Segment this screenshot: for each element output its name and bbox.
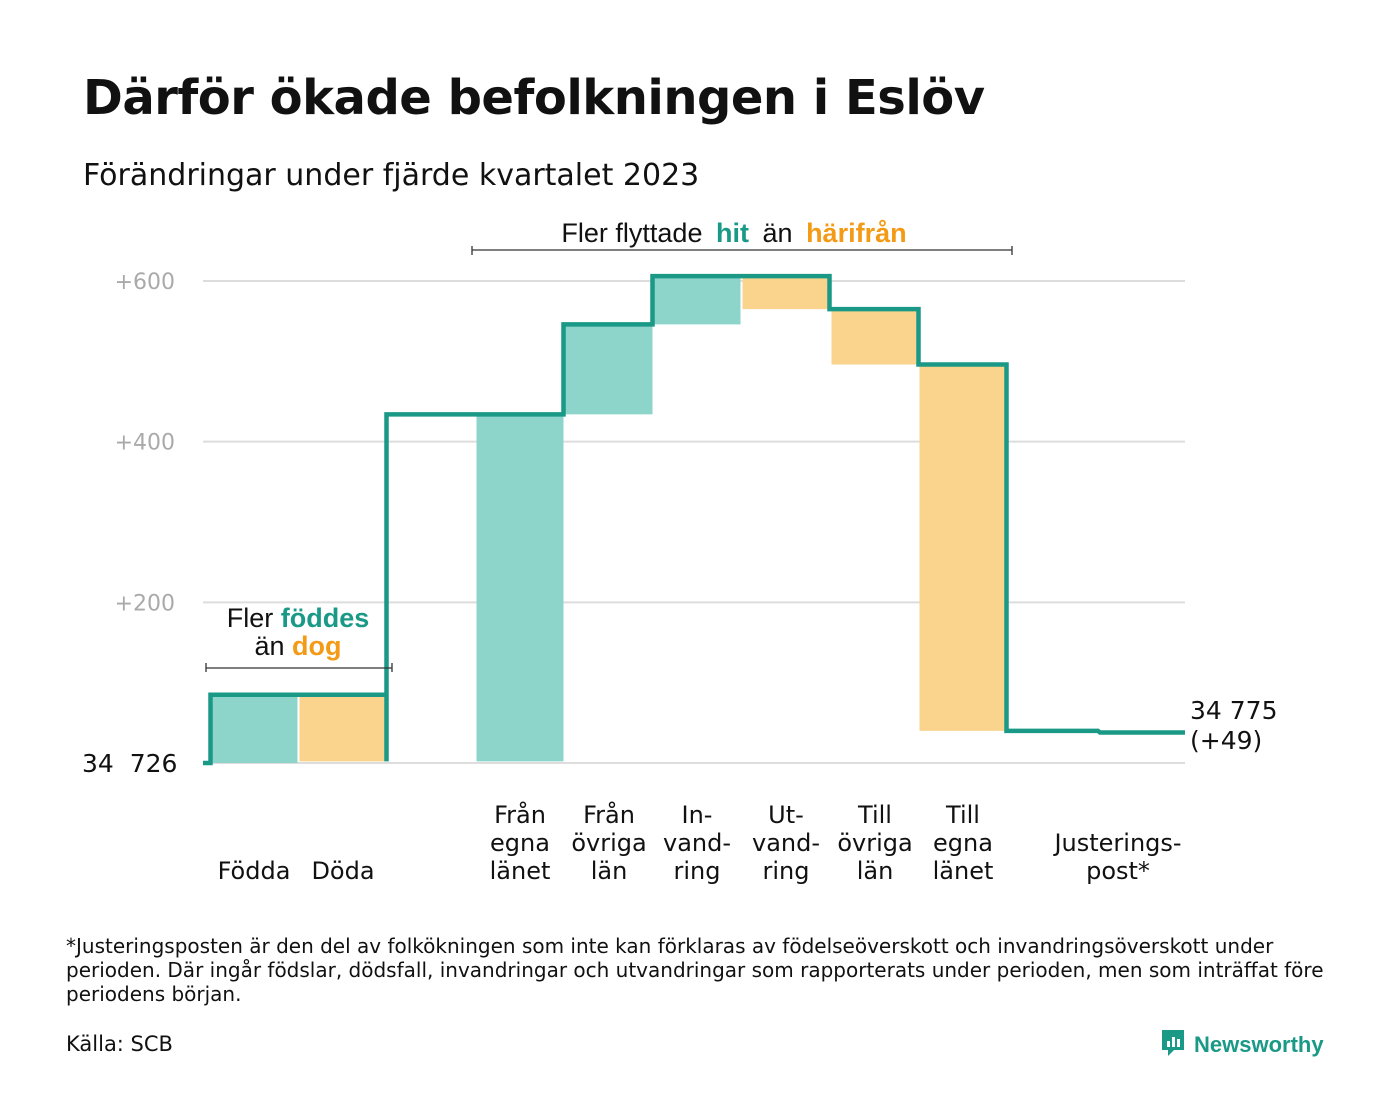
bar-7 bbox=[831, 309, 919, 365]
bar-4 bbox=[565, 324, 653, 415]
births-annotation-bracket bbox=[205, 663, 393, 672]
x-axis-label: Justerings-post* bbox=[1052, 829, 1181, 885]
migration-annotation-bracket bbox=[471, 246, 1013, 255]
newsworthy-logo-icon bbox=[1160, 1028, 1186, 1062]
cumulative-step-line bbox=[203, 273, 1185, 766]
births-annotation-word2: föddes bbox=[281, 603, 370, 633]
chart-title: Därför ökade befolkningen i Eslöv bbox=[83, 70, 985, 126]
svg-text:Fler flyttade hit: Fler flyttade hit än härifrån bbox=[561, 218, 906, 248]
bar-1 bbox=[210, 694, 298, 763]
births-annotation-word4: dog bbox=[292, 631, 341, 661]
x-axis-label: Födda bbox=[218, 857, 291, 885]
x-axis-label: Ut-vand-ring bbox=[752, 801, 820, 885]
x-axis-label: Döda bbox=[311, 857, 374, 885]
chart-subtitle: Förändringar under fjärde kvartalet 2023 bbox=[83, 158, 700, 193]
bar-2 bbox=[299, 694, 387, 762]
migration-annotation-word1: Fler flyttade bbox=[561, 218, 702, 248]
brand-logo[interactable]: Newsworthy bbox=[1160, 1028, 1324, 1062]
y-tick-label: +200 bbox=[115, 591, 175, 616]
bar-5 bbox=[653, 276, 741, 325]
footnote: *Justeringsposten är den del av folkökni… bbox=[66, 934, 1324, 1006]
y-tick-label: +400 bbox=[115, 431, 175, 456]
migration-annotation-word4: härifrån bbox=[806, 218, 907, 248]
bar-6 bbox=[742, 276, 830, 310]
migration-annotation-word2: hit bbox=[716, 218, 749, 248]
waterfall-chart: +200 +400 +600 Födda Döda Från egna länet Från ö… bbox=[82, 218, 1277, 885]
svg-text:Fler föddes: Fler föddes bbox=[227, 603, 370, 633]
births-annotation-word1: Fler bbox=[227, 603, 274, 633]
base-value-label: 34 726 bbox=[82, 749, 177, 778]
x-axis-label: Till egna länet bbox=[933, 801, 994, 885]
x-axis-label: In-vand-ring bbox=[663, 801, 731, 885]
source-label: Källa: SCB bbox=[66, 1032, 173, 1056]
svg-text:än dog: än dog bbox=[254, 631, 341, 661]
x-axis-label: Från övriga län bbox=[571, 800, 646, 885]
bar-3 bbox=[476, 414, 564, 762]
brand-name: Newsworthy bbox=[1194, 1032, 1324, 1057]
end-change-label: (+49) bbox=[1190, 726, 1262, 755]
y-tick-label: +600 bbox=[115, 270, 175, 295]
births-annotation: Fler föddes än dog bbox=[205, 603, 393, 672]
end-value-label: 34 775 bbox=[1190, 696, 1277, 725]
migration-annotation-word3: än bbox=[763, 218, 793, 248]
bar-8 bbox=[919, 364, 1007, 731]
births-annotation-word3: än bbox=[254, 631, 284, 661]
migration-annotation: Fler flyttade hit än härifrån bbox=[471, 218, 1013, 255]
x-axis-label: Till övriga län bbox=[837, 801, 912, 885]
x-axis-label: Från egna länet bbox=[490, 800, 551, 885]
